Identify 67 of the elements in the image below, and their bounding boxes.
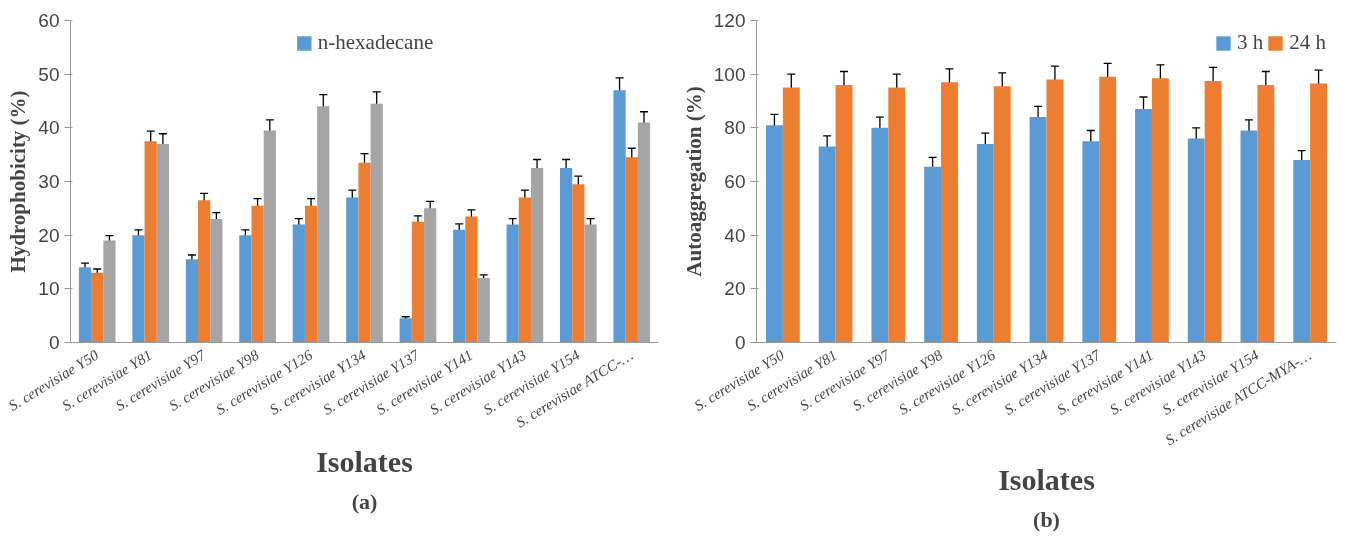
bar — [765, 125, 783, 343]
y-tick-label: 60 — [38, 10, 60, 31]
bar — [91, 272, 104, 343]
y-tick-label: 10 — [38, 278, 60, 300]
bar — [1029, 117, 1047, 343]
y-tick-label: 60 — [724, 171, 746, 192]
y-tick-label: 120 — [713, 10, 746, 31]
bar — [144, 141, 157, 343]
bar — [1151, 78, 1169, 343]
text: (b) — [1033, 506, 1060, 532]
bar — [304, 205, 318, 343]
bar — [993, 86, 1011, 343]
bar — [1135, 109, 1152, 343]
bar — [399, 318, 412, 343]
bar — [1204, 80, 1222, 343]
y-tick-label: 0 — [734, 332, 746, 353]
y-tick-label: 0 — [48, 332, 60, 353]
y-tick-label: 80 — [724, 117, 746, 139]
bar — [1293, 160, 1311, 343]
bar — [411, 221, 425, 343]
bar — [818, 146, 836, 343]
bar — [78, 267, 92, 343]
legend-label: n-hexadecane — [317, 30, 434, 55]
bar — [453, 229, 466, 343]
bar — [625, 157, 638, 343]
y-tick-label: 40 — [38, 117, 60, 139]
bar — [1046, 79, 1064, 343]
y-tick-label: 20 — [724, 278, 746, 300]
bar — [239, 235, 252, 343]
y-tick-label: 100 — [713, 63, 746, 85]
bar — [251, 205, 264, 343]
bar — [782, 87, 800, 343]
bar — [888, 87, 906, 343]
y-tick-label: 50 — [38, 63, 60, 85]
y-axis-title: Hydrophobicity (%) — [6, 90, 31, 273]
legend-label: 3 h — [1237, 30, 1264, 55]
x-axis-title: Isolates — [316, 445, 413, 479]
y-axis-title: Autoaggregation (%) — [681, 86, 706, 277]
bar — [358, 162, 371, 343]
legend-label: 24 h — [1289, 30, 1326, 55]
x-axis-title: Isolates — [998, 463, 1095, 497]
bar — [292, 224, 305, 343]
bar — [1310, 83, 1328, 343]
bar — [1099, 76, 1117, 343]
bar — [559, 168, 573, 343]
bar — [518, 197, 531, 343]
y-tick-label: 20 — [38, 224, 60, 246]
bar — [572, 184, 585, 343]
bar — [976, 143, 994, 343]
bar — [185, 259, 199, 343]
bar — [465, 216, 478, 343]
bar — [1187, 138, 1205, 343]
bar — [132, 235, 145, 343]
y-tick-label: 40 — [724, 224, 746, 246]
text: (a) — [351, 488, 378, 514]
bar — [1240, 130, 1258, 343]
bar — [941, 82, 958, 343]
bar — [871, 127, 889, 343]
bar — [346, 197, 359, 343]
bar — [1257, 84, 1275, 343]
bar — [924, 166, 942, 343]
y-tick-label: 30 — [38, 171, 60, 192]
bar — [198, 200, 211, 343]
bar — [506, 224, 519, 343]
bar — [835, 84, 853, 343]
bar — [613, 90, 626, 343]
bar — [1082, 141, 1100, 343]
